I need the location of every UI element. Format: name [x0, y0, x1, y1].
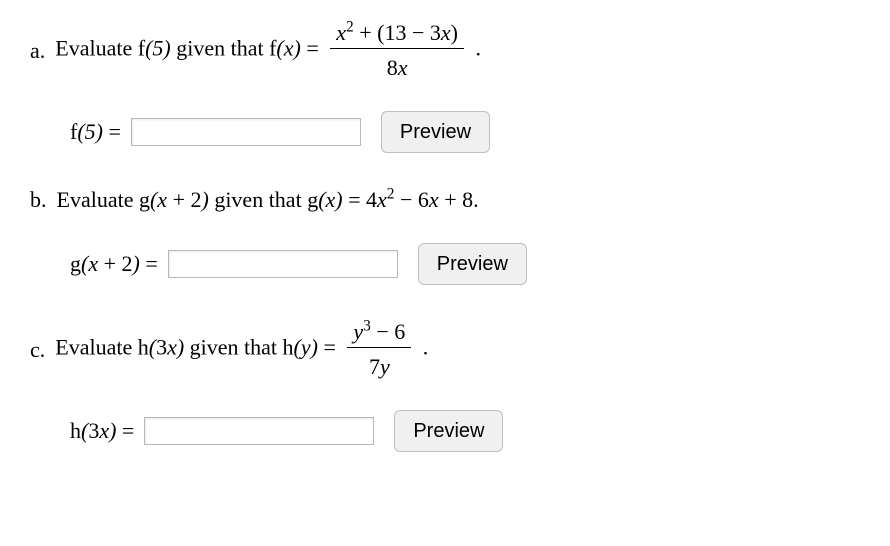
given-c: given that	[190, 335, 283, 360]
eval-expr-b: g(x + 2)	[139, 187, 209, 212]
prompt-text-b: Evaluate g(x + 2) given that g(x) = 4x2 …	[57, 187, 479, 213]
letter-c: c.	[30, 337, 45, 363]
fraction-a: x2 + (13 − 3x) 8x	[330, 20, 464, 81]
answer-input-b[interactable]	[168, 250, 398, 278]
answer-row-a: f(5) = Preview	[30, 111, 870, 153]
trail-c: .	[423, 335, 429, 360]
prompt-text-a: Evaluate f(5) given that f(x) = x2 + (13…	[55, 20, 481, 81]
preview-button-c[interactable]: Preview	[394, 410, 503, 452]
eval-expr-c: h(3x)	[138, 335, 184, 360]
prompt-c: c. Evaluate h(3x) given that h(y) = y3 −…	[30, 319, 870, 380]
answer-row-c: h(3x) = Preview	[30, 410, 870, 452]
numerator-a: x2 + (13 − 3x)	[330, 20, 464, 48]
lead-c: Evaluate	[55, 335, 137, 360]
letter-b: b.	[30, 187, 47, 213]
trail-a: .	[475, 36, 481, 61]
answer-input-c[interactable]	[144, 417, 374, 445]
numerator-c: y3 − 6	[347, 319, 411, 347]
prompt-a: a. Evaluate f(5) given that f(x) = x2 + …	[30, 20, 870, 81]
preview-button-a[interactable]: Preview	[381, 111, 490, 153]
letter-a: a.	[30, 38, 45, 64]
eval-expr-a: f(5)	[138, 36, 171, 61]
given-b: given that	[214, 187, 307, 212]
lead-a: Evaluate	[55, 36, 137, 61]
eq-b: =	[348, 187, 366, 212]
problem-c: c. Evaluate h(3x) given that h(y) = y3 −…	[30, 319, 870, 452]
denominator-a: 8x	[330, 48, 464, 81]
problem-b: b. Evaluate g(x + 2) given that g(x) = 4…	[30, 187, 870, 285]
prompt-text-c: Evaluate h(3x) given that h(y) = y3 − 6 …	[55, 319, 428, 380]
func-lhs-b: g(x)	[307, 187, 342, 212]
eq-c: =	[323, 335, 341, 360]
answer-label-a: f(5) =	[70, 119, 121, 145]
answer-input-a[interactable]	[131, 118, 361, 146]
given-a: given that	[176, 36, 269, 61]
preview-button-b[interactable]: Preview	[418, 243, 527, 285]
func-lhs-a: f(x)	[269, 36, 301, 61]
problem-a: a. Evaluate f(5) given that f(x) = x2 + …	[30, 20, 870, 153]
denominator-c: 7y	[347, 347, 411, 380]
eq-a: =	[306, 36, 324, 61]
answer-label-b: g(x + 2) =	[70, 251, 158, 277]
answer-row-b: g(x + 2) = Preview	[30, 243, 870, 285]
lead-b: Evaluate	[57, 187, 139, 212]
fraction-c: y3 − 6 7y	[347, 319, 411, 380]
answer-label-c: h(3x) =	[70, 418, 134, 444]
rhs-b: 4x2 − 6x + 8.	[366, 187, 479, 212]
prompt-b: b. Evaluate g(x + 2) given that g(x) = 4…	[30, 187, 870, 213]
func-lhs-c: h(y)	[283, 335, 318, 360]
